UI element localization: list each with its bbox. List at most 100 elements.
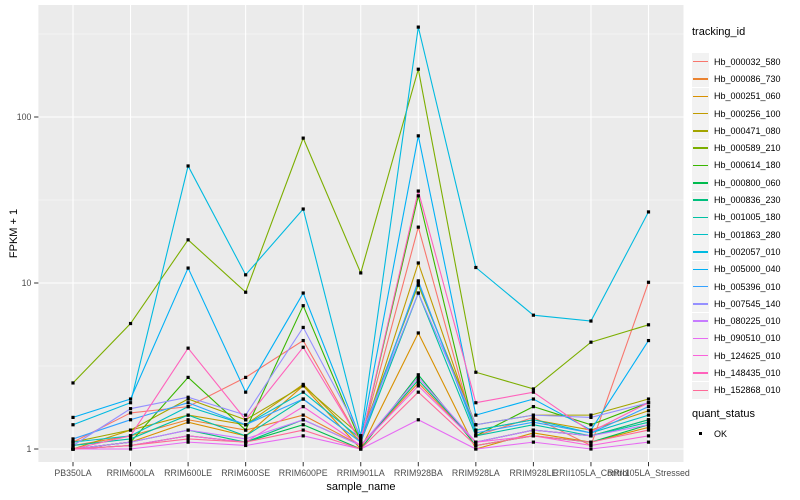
data-point [128, 443, 133, 448]
data-point [186, 164, 190, 168]
legend-key [692, 226, 709, 244]
data-point [301, 136, 305, 140]
data-point [301, 338, 305, 343]
legend-item: Hb_000256_100 [692, 105, 798, 123]
x-tick-label: RRII105LA_Control [553, 468, 629, 478]
legend-item-label: Hb_000032_580 [714, 56, 781, 67]
legend-item: Hb_002057_010 [692, 243, 798, 261]
legend-swatch-line [693, 60, 708, 63]
legend-item: Hb_148435_010 [692, 364, 798, 382]
data-point [244, 443, 248, 448]
data-point [531, 415, 535, 420]
x-tick-label: RRII105LA_Stressed [607, 468, 690, 478]
legend-tracking-id-items: Hb_000032_580 Hb_000086_730 Hb_000251_060 H… [692, 53, 798, 399]
data-point [646, 423, 651, 427]
legend-item-label: Hb_124625_010 [714, 350, 781, 361]
y-tick-label: 10 [22, 278, 32, 288]
data-point [359, 443, 363, 448]
data-point [474, 401, 478, 405]
legend-key [692, 174, 709, 192]
legend-key [692, 347, 709, 365]
data-point [301, 418, 305, 422]
data-point [71, 381, 75, 385]
data-point [186, 413, 190, 417]
y-tick-label: 100 [17, 112, 32, 122]
data-point [416, 261, 420, 265]
data-point [128, 428, 133, 432]
data-point [71, 447, 75, 451]
data-point [186, 238, 190, 242]
data-point [589, 443, 593, 448]
y-tick-label: 1 [26, 444, 31, 454]
data-point [474, 370, 478, 374]
legend-item: Hb_000836_230 [692, 191, 798, 209]
legend-key [692, 381, 709, 399]
legend-item: Hb_005000_040 [692, 260, 798, 278]
data-point [301, 291, 305, 295]
data-point [646, 425, 651, 429]
legend-item-label: Hb_000614_180 [714, 160, 781, 171]
legend-item-label: Hb_000256_100 [714, 108, 781, 119]
x-tick-label: RRIM600LA [107, 468, 155, 478]
data-point [646, 405, 651, 409]
legend-item: Hb_000589_210 [692, 139, 798, 157]
data-point [531, 397, 535, 401]
legend-swatch-line [693, 337, 708, 340]
data-point [646, 401, 651, 405]
x-tick-label: PB350LA [54, 468, 91, 478]
legend-quant-status-title: quant_status [692, 407, 755, 420]
legend-swatch-line [693, 147, 708, 149]
data-point [244, 434, 248, 438]
y-axis-title: FPKM + 1 [8, 209, 20, 258]
data-point [301, 207, 305, 211]
data-point [301, 397, 305, 401]
legend-key [692, 87, 709, 105]
data-point [301, 390, 305, 394]
legend-item-quant-status: OK [692, 425, 798, 442]
legend-swatch-line [693, 251, 708, 253]
data-point [474, 423, 478, 427]
data-point [244, 375, 248, 379]
data-point [589, 413, 593, 417]
data-point [646, 418, 651, 422]
data-point [71, 437, 75, 441]
data-point [244, 273, 248, 277]
data-point [301, 304, 305, 308]
legend-swatch-line [693, 268, 708, 270]
data-point [589, 319, 593, 323]
data-point [531, 428, 535, 432]
x-tick-label: RRIM600LE [164, 468, 212, 478]
data-point [301, 423, 305, 427]
data-point [589, 340, 593, 344]
data-point [646, 338, 651, 343]
data-point [359, 447, 363, 451]
legend-item: Hb_090510_010 [692, 329, 798, 347]
legend-item: Hb_005396_010 [692, 278, 798, 295]
data-point [589, 423, 593, 427]
data-point [71, 440, 75, 444]
data-point [589, 430, 593, 434]
data-point [416, 381, 420, 385]
legend-key [692, 425, 709, 442]
legend-key [692, 191, 709, 209]
data-point [301, 428, 305, 432]
data-point [416, 279, 420, 283]
data-point [244, 437, 248, 441]
legend-item: Hb_000032_580 [692, 53, 798, 71]
legend-swatch-line [693, 372, 708, 374]
legend-item-label: Hb_152868_010 [714, 385, 781, 396]
data-point [186, 420, 190, 424]
data-point [128, 437, 133, 441]
legend-item-label: Hb_000471_080 [714, 125, 781, 136]
legend-key [692, 278, 709, 295]
legend-item-label: Hb_090510_010 [714, 333, 781, 344]
data-point [646, 428, 651, 432]
data-point [301, 413, 305, 417]
data-point [186, 434, 190, 438]
data-point [186, 418, 190, 422]
data-point [128, 440, 133, 444]
legend-swatch-line [693, 130, 708, 132]
data-point [646, 440, 651, 444]
data-point [128, 411, 133, 415]
